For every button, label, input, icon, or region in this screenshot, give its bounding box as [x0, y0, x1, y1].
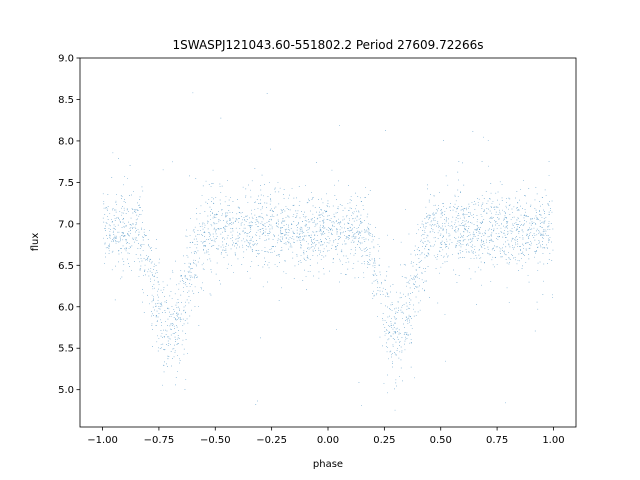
- y-tick-label: 8.5: [58, 95, 74, 106]
- y-tick-label: 7.5: [58, 178, 74, 189]
- y-axis-label: flux: [30, 233, 41, 252]
- y-tick-label: 5.5: [58, 344, 74, 355]
- x-tick-label: 1.00: [542, 435, 564, 446]
- x-tick-label: −1.00: [87, 435, 118, 446]
- y-tick-label: 7.0: [58, 219, 74, 230]
- y-tick-label: 9.0: [58, 54, 74, 65]
- x-tick-label: −0.25: [256, 435, 287, 446]
- scatter-points: [102, 92, 554, 411]
- x-tick-label: −0.50: [200, 435, 231, 446]
- x-tick-label: 0.50: [430, 435, 452, 446]
- x-axis-label: phase: [313, 459, 343, 470]
- x-tick-label: −0.75: [144, 435, 175, 446]
- x-tick-label: 0.75: [486, 435, 508, 446]
- x-axis-ticks: −1.00 −0.75 −0.50 −0.25 0.00 0.25 0.50 0.75 1.00: [87, 427, 565, 446]
- y-axis-ticks: 5.0 5.5 6.0 6.5 7.0 7.5 8.0 8.5 9.0: [58, 54, 80, 396]
- y-tick-label: 6.0: [58, 302, 74, 313]
- chart-title: 1SWASPJ121043.60-551802.2 Period 27609.7…: [172, 38, 483, 52]
- data-points: [102, 92, 554, 411]
- y-tick-label: 5.0: [58, 385, 74, 396]
- x-tick-label: 0.25: [373, 435, 395, 446]
- y-tick-label: 6.5: [58, 261, 74, 272]
- x-tick-label: 0.00: [317, 435, 339, 446]
- y-tick-label: 8.0: [58, 136, 74, 147]
